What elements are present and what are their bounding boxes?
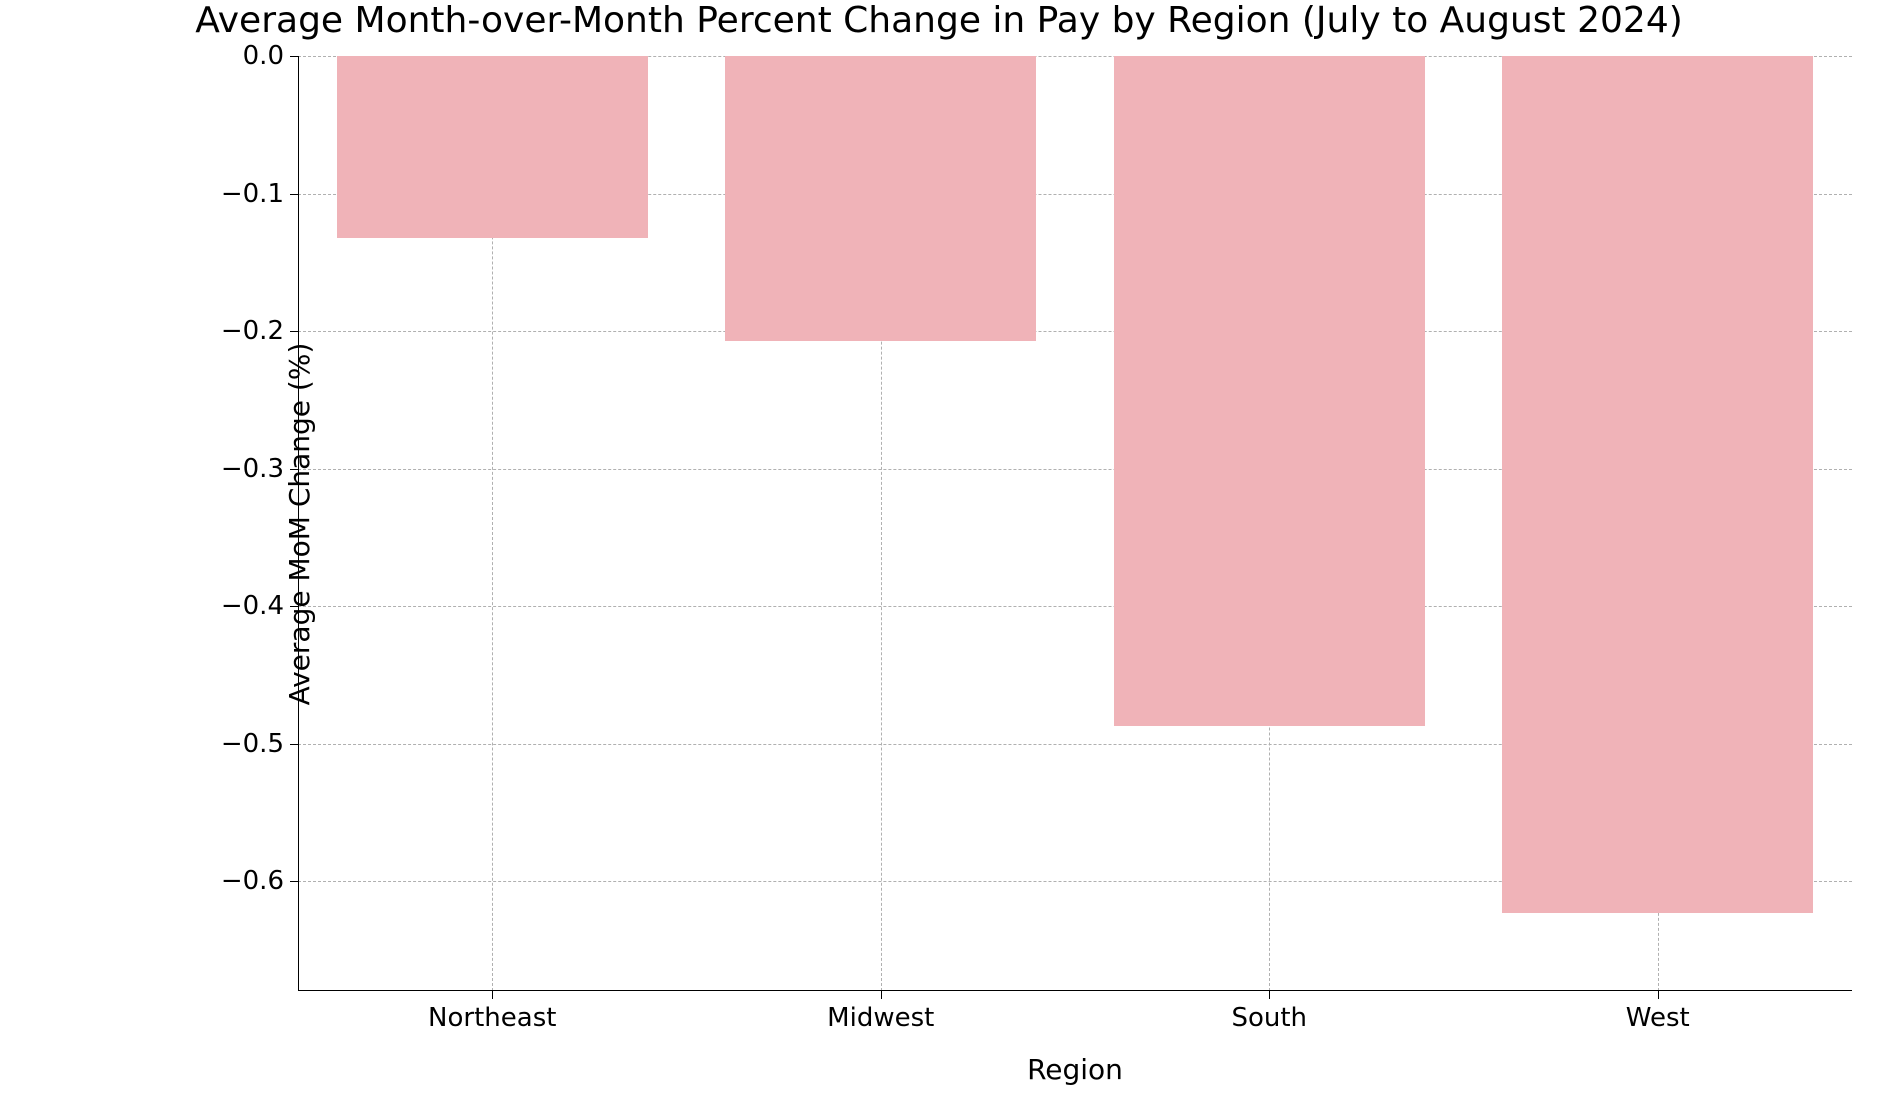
bar <box>725 56 1036 341</box>
chart-axes: Average MoM Change (%) Region 0.0−0.1−0.… <box>298 56 1852 991</box>
y-tick <box>290 331 298 332</box>
x-tick <box>1658 991 1659 999</box>
y-tick <box>290 56 298 57</box>
plot-area <box>298 56 1852 991</box>
x-tick-label: Northeast <box>428 1003 556 1033</box>
x-tick <box>1269 991 1270 999</box>
chart-title: Average Month-over-Month Percent Change … <box>0 0 1878 41</box>
y-tick <box>290 469 298 470</box>
bar <box>1114 56 1425 726</box>
x-axis-label: Region <box>1027 1053 1123 1086</box>
y-axis-label: Average MoM Change (%) <box>283 342 316 705</box>
y-tick <box>290 881 298 882</box>
x-tick-label: Midwest <box>827 1003 934 1033</box>
x-tick-label: West <box>1626 1003 1690 1033</box>
y-tick-label: −0.5 <box>221 729 284 759</box>
y-tick <box>290 194 298 195</box>
y-tick <box>290 744 298 745</box>
y-tick-label: 0.0 <box>243 41 284 71</box>
x-tick <box>881 991 882 999</box>
y-tick-label: −0.6 <box>221 866 284 896</box>
x-tick-label: South <box>1231 1003 1307 1033</box>
bar <box>1502 56 1813 913</box>
x-tick <box>492 991 493 999</box>
figure: Average Month-over-Month Percent Change … <box>0 0 1878 1101</box>
bar <box>337 56 648 238</box>
y-tick-label: −0.1 <box>221 179 284 209</box>
y-tick <box>290 606 298 607</box>
y-tick-label: −0.4 <box>221 591 284 621</box>
x-axis-line <box>298 990 1852 991</box>
y-tick-label: −0.3 <box>221 454 284 484</box>
y-tick-label: −0.2 <box>221 316 284 346</box>
